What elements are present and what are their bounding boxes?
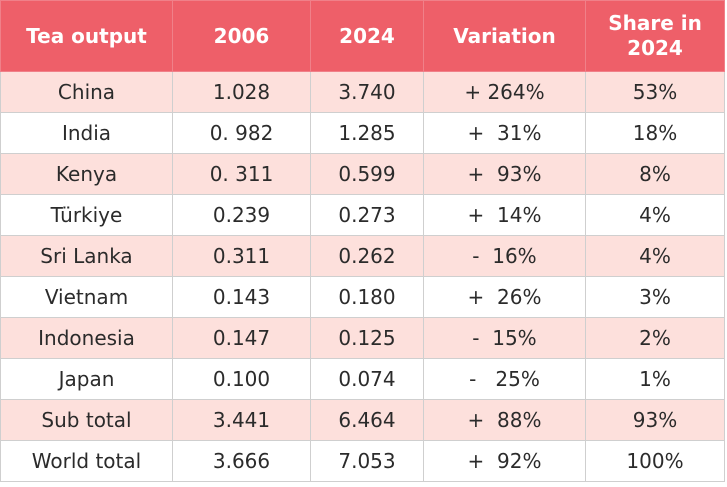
cell-2024: 0.273 xyxy=(310,194,424,236)
cell-variation: - 16% xyxy=(423,235,586,277)
cell-2006: 0.100 xyxy=(172,358,311,400)
cell-country: Vietnam xyxy=(0,276,173,318)
table-row: Japan 0.100 0.074 - 25% 1% xyxy=(0,358,725,400)
cell-country: Sri Lanka xyxy=(0,235,173,277)
cell-share: 8% xyxy=(585,153,725,195)
cell-2024: 0.125 xyxy=(310,317,424,359)
cell-country: Sub total xyxy=(0,399,173,441)
cell-share: 53% xyxy=(585,71,725,113)
cell-country: Japan xyxy=(0,358,173,400)
cell-variation: - 15% xyxy=(423,317,586,359)
table-row: India 0. 982 1.285 + 31% 18% xyxy=(0,112,725,154)
cell-variation: + 93% xyxy=(423,153,586,195)
table-row: China 1.028 3.740 + 264% 53% xyxy=(0,71,725,113)
cell-country: World total xyxy=(0,440,173,482)
header-variation: Variation xyxy=(423,0,586,72)
cell-2006: 3.441 xyxy=(172,399,311,441)
table-header: Tea output 2006 2024 Variation Share in … xyxy=(0,0,725,72)
cell-share: 3% xyxy=(585,276,725,318)
cell-2024: 1.285 xyxy=(310,112,424,154)
cell-variation: + 26% xyxy=(423,276,586,318)
cell-2024: 3.740 xyxy=(310,71,424,113)
cell-2024: 6.464 xyxy=(310,399,424,441)
cell-2024: 0.262 xyxy=(310,235,424,277)
cell-2006: 0.311 xyxy=(172,235,311,277)
cell-share: 4% xyxy=(585,194,725,236)
table-row: Kenya 0. 311 0.599 + 93% 8% xyxy=(0,153,725,195)
cell-variation: + 92% xyxy=(423,440,586,482)
cell-country: India xyxy=(0,112,173,154)
cell-2006: 3.666 xyxy=(172,440,311,482)
cell-country: China xyxy=(0,71,173,113)
table-row: Türkiye 0.239 0.273 + 14% 4% xyxy=(0,194,725,236)
cell-2024: 0.180 xyxy=(310,276,424,318)
table-row-subtotal: Sub total 3.441 6.464 + 88% 93% xyxy=(0,399,725,441)
cell-2006: 1.028 xyxy=(172,71,311,113)
cell-share: 2% xyxy=(585,317,725,359)
cell-2024: 0.599 xyxy=(310,153,424,195)
cell-share: 4% xyxy=(585,235,725,277)
cell-2024: 0.074 xyxy=(310,358,424,400)
table-row: Vietnam 0.143 0.180 + 26% 3% xyxy=(0,276,725,318)
cell-2024: 7.053 xyxy=(310,440,424,482)
header-country: Tea output xyxy=(0,0,173,72)
cell-2006: 0.239 xyxy=(172,194,311,236)
cell-country: Türkiye xyxy=(0,194,173,236)
cell-variation: - 25% xyxy=(423,358,586,400)
table-body: China 1.028 3.740 + 264% 53% India 0. 98… xyxy=(0,71,725,482)
header-2024: 2024 xyxy=(310,0,424,72)
cell-variation: + 264% xyxy=(423,71,586,113)
cell-variation: + 88% xyxy=(423,399,586,441)
table-row: Sri Lanka 0.311 0.262 - 16% 4% xyxy=(0,235,725,277)
cell-share: 18% xyxy=(585,112,725,154)
cell-2006: 0.143 xyxy=(172,276,311,318)
cell-variation: + 31% xyxy=(423,112,586,154)
cell-variation: + 14% xyxy=(423,194,586,236)
header-row: Tea output 2006 2024 Variation Share in … xyxy=(0,0,725,72)
table-row-world-total: World total 3.666 7.053 + 92% 100% xyxy=(0,440,725,482)
cell-2006: 0. 982 xyxy=(172,112,311,154)
cell-2006: 0. 311 xyxy=(172,153,311,195)
cell-country: Indonesia xyxy=(0,317,173,359)
table-row: Indonesia 0.147 0.125 - 15% 2% xyxy=(0,317,725,359)
header-2006: 2006 xyxy=(172,0,311,72)
cell-country: Kenya xyxy=(0,153,173,195)
cell-share: 1% xyxy=(585,358,725,400)
cell-2006: 0.147 xyxy=(172,317,311,359)
cell-share: 100% xyxy=(585,440,725,482)
cell-share: 93% xyxy=(585,399,725,441)
header-share-2024: Share in 2024 xyxy=(585,0,725,72)
